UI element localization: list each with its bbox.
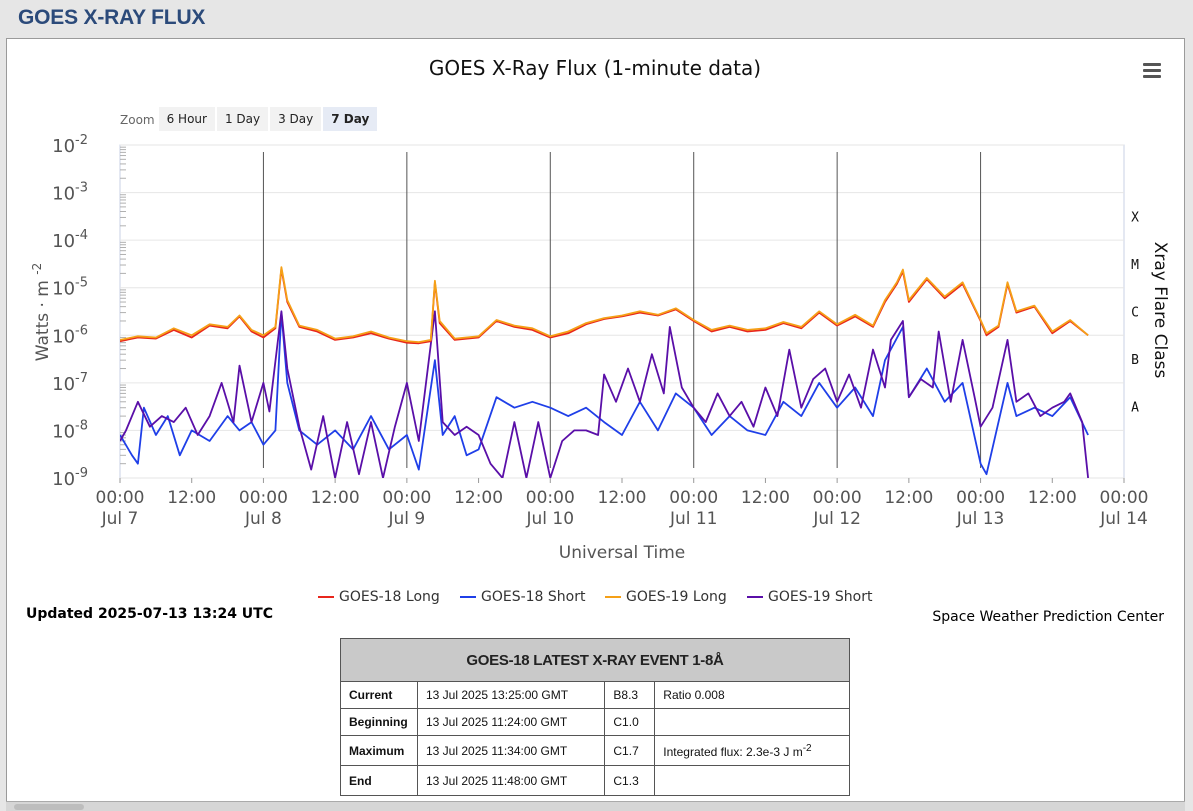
event-class: C1.0 — [604, 708, 656, 736]
zoom-3-day-button[interactable]: 3 Day — [270, 107, 322, 131]
page-heading: GOES X-RAY FLUX — [18, 6, 206, 29]
x-tick-time: 12:00 — [741, 488, 790, 508]
zoom-1-day-button[interactable]: 1 Day — [216, 107, 269, 131]
legend-item: GOES-18 Short — [481, 589, 586, 605]
x-tick-time: 12:00 — [884, 488, 933, 508]
xray-flux-chart: 10-210-310-410-510-610-710-810-900:00Jul… — [30, 133, 1170, 605]
x-tick-time: 00:00 — [526, 488, 575, 508]
row-label-current: Current — [340, 681, 418, 709]
zoom-label: Zoom — [120, 113, 155, 127]
y-tick-label: 10-7 — [52, 371, 88, 395]
event-note — [654, 765, 850, 796]
row-label-beginning: Beginning — [340, 708, 418, 736]
updated-timestamp: Updated 2025-07-13 13:24 UTC — [26, 606, 273, 622]
y-tick-label: 10-4 — [52, 228, 88, 252]
event-time: 13 Jul 2025 13:25:00 GMT — [416, 681, 606, 709]
row-label-maximum: Maximum — [340, 735, 418, 766]
x-tick-time: 00:00 — [382, 488, 431, 508]
legend-item: GOES-19 Short — [768, 589, 873, 605]
x-tick-date: Jul 11 — [669, 509, 718, 529]
table-row: Maximum 13 Jul 2025 11:34:00 GMT C1.7 In… — [340, 735, 850, 766]
y-tick-label: 10-5 — [52, 276, 88, 300]
x-tick-time: 00:00 — [669, 488, 718, 508]
flare-class-label: C — [1131, 306, 1139, 321]
flare-class-label: M — [1131, 258, 1139, 273]
plot-area — [119, 144, 1125, 479]
hamburger-menu-icon[interactable] — [1143, 63, 1161, 79]
flare-class-label: B — [1131, 353, 1139, 368]
event-class: C1.3 — [604, 765, 656, 796]
y-tick-label: 10-3 — [52, 181, 88, 205]
legend-item: GOES-19 Long — [626, 589, 727, 605]
x-tick-date: Jul 13 — [956, 509, 1005, 529]
horizontal-scrollbar[interactable] — [6, 801, 1185, 811]
x-tick-date: Jul 10 — [526, 509, 575, 529]
x-tick-time: 12:00 — [598, 488, 647, 508]
table-row: Current 13 Jul 2025 13:25:00 GMT B8.3 Ra… — [340, 681, 850, 709]
x-tick-time: 00:00 — [956, 488, 1005, 508]
x-tick-date: Jul 8 — [244, 509, 282, 529]
zoom-selector: Zoom 6 Hour 1 Day 3 Day 7 Day — [120, 107, 379, 131]
event-table-title: GOES-18 LATEST X-RAY EVENT 1-8Å — [340, 638, 850, 682]
x-tick-time: 00:00 — [239, 488, 288, 508]
event-note: Integrated flux: 2.3e-3 J m-2 — [654, 735, 850, 766]
y-tick-label: 10-6 — [52, 323, 88, 347]
y-axis-title: Watts · m -2 — [30, 263, 53, 361]
event-time: 13 Jul 2025 11:24:00 GMT — [416, 708, 606, 736]
flare-class-label: A — [1131, 401, 1139, 416]
x-tick-time: 12:00 — [311, 488, 360, 508]
y-tick-label: 10-8 — [52, 418, 88, 442]
x-tick-time: 00:00 — [1100, 488, 1149, 508]
event-note: Ratio 0.008 — [654, 681, 850, 709]
y-tick-label: 10-2 — [52, 133, 88, 157]
xray-event-table: GOES-18 LATEST X-RAY EVENT 1-8Å Current … — [340, 638, 850, 796]
row-label-end: End — [340, 765, 418, 796]
x-tick-time: 12:00 — [1028, 488, 1077, 508]
event-time: 13 Jul 2025 11:48:00 GMT — [416, 765, 606, 796]
x-tick-time: 00:00 — [96, 488, 145, 508]
event-time: 13 Jul 2025 11:34:00 GMT — [416, 735, 606, 766]
x-tick-time: 00:00 — [813, 488, 862, 508]
x-tick-time: 12:00 — [167, 488, 216, 508]
zoom-6-hour-button[interactable]: 6 Hour — [158, 107, 215, 131]
table-row: End 13 Jul 2025 11:48:00 GMT C1.3 — [340, 765, 850, 796]
x-tick-date: Jul 14 — [1099, 509, 1148, 529]
legend-item: GOES-18 Long — [339, 589, 440, 605]
x-tick-date: Jul 12 — [812, 509, 861, 529]
zoom-7-day-button[interactable]: 7 Day — [323, 107, 378, 131]
flare-class-label: X — [1131, 210, 1139, 225]
series-line-goes-19-long — [120, 266, 1089, 343]
y-tick-label: 10-9 — [52, 466, 88, 490]
chart-title: GOES X-Ray Flux (1-minute data) — [428, 56, 762, 80]
event-class: C1.7 — [604, 735, 656, 766]
flare-class-axis-title: Xray Flare Class — [1150, 242, 1170, 379]
series-line-goes-19-short — [120, 310, 1089, 478]
event-class: B8.3 — [604, 681, 656, 709]
table-row: Beginning 13 Jul 2025 11:24:00 GMT C1.0 — [340, 708, 850, 736]
x-axis-title: Universal Time — [559, 543, 685, 563]
x-tick-date: Jul 7 — [101, 509, 139, 529]
credit-label: Space Weather Prediction Center — [932, 609, 1164, 625]
x-tick-time: 12:00 — [454, 488, 503, 508]
event-note — [654, 708, 850, 736]
x-tick-date: Jul 9 — [387, 509, 425, 529]
page-header: GOES X-RAY FLUX — [0, 0, 1193, 36]
